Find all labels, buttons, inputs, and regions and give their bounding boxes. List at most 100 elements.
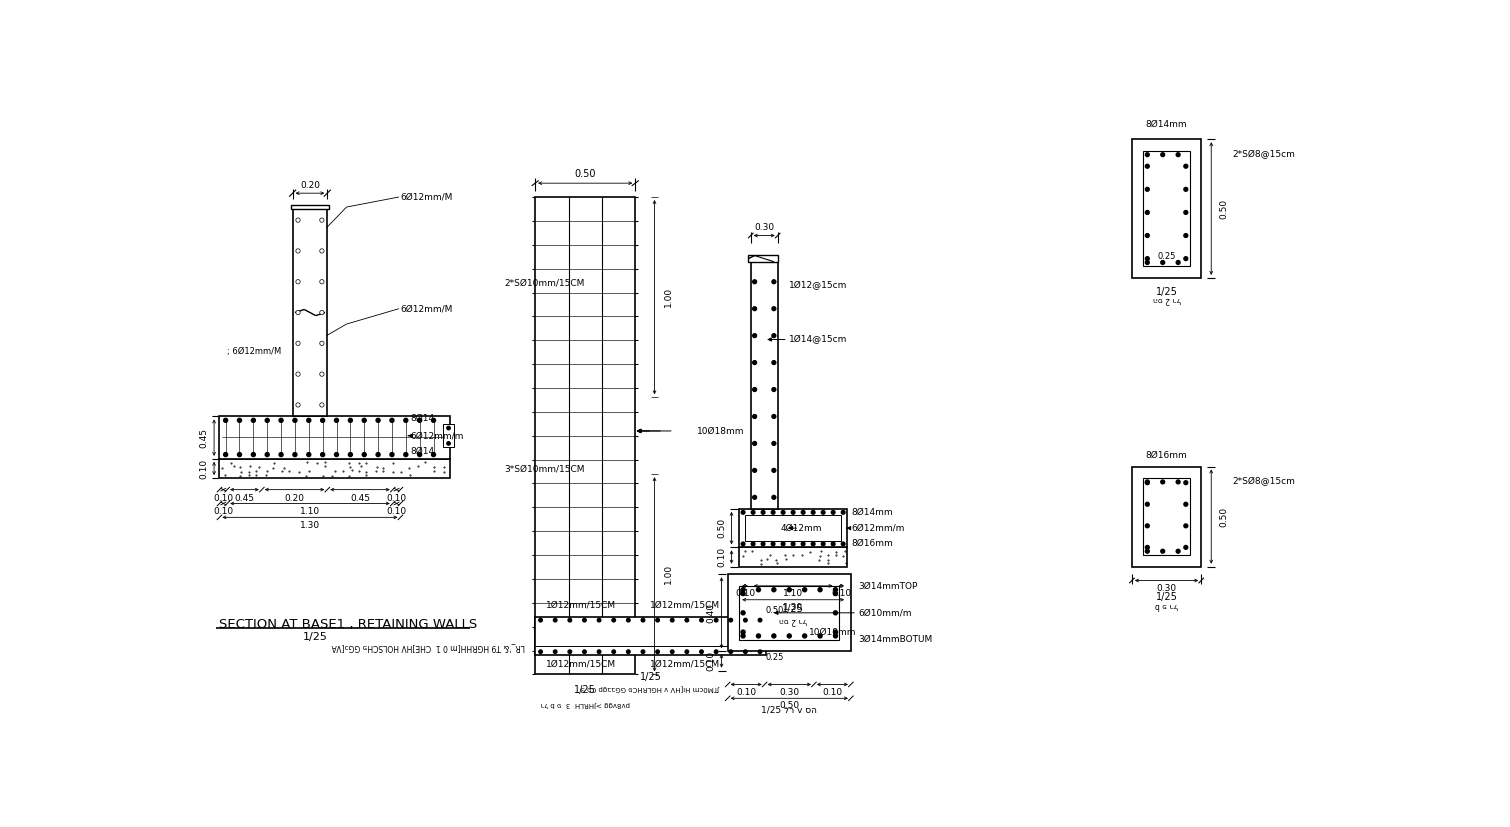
Circle shape bbox=[752, 307, 757, 311]
Bar bbox=[728, 574, 850, 652]
Circle shape bbox=[1146, 549, 1149, 553]
Circle shape bbox=[1184, 233, 1188, 237]
Circle shape bbox=[772, 280, 776, 284]
Circle shape bbox=[772, 588, 776, 592]
Circle shape bbox=[821, 542, 824, 546]
Text: 10Ø18mm: 10Ø18mm bbox=[808, 628, 856, 637]
Circle shape bbox=[554, 650, 557, 653]
Circle shape bbox=[296, 342, 300, 346]
Circle shape bbox=[362, 418, 367, 423]
Circle shape bbox=[307, 452, 311, 457]
Circle shape bbox=[772, 307, 776, 311]
Text: 0.10: 0.10 bbox=[707, 651, 716, 671]
Bar bbox=[740, 509, 847, 547]
Text: 1Ø12mm/15CM: 1Ø12mm/15CM bbox=[651, 600, 720, 609]
Circle shape bbox=[627, 619, 630, 622]
Text: 1/25: 1/25 bbox=[304, 633, 328, 643]
Text: 1/25: 1/25 bbox=[640, 672, 661, 681]
Text: 8Ø16mm: 8Ø16mm bbox=[850, 539, 892, 548]
Circle shape bbox=[787, 634, 791, 638]
Circle shape bbox=[390, 418, 394, 423]
Text: 0.25: 0.25 bbox=[1157, 251, 1176, 261]
Circle shape bbox=[1146, 480, 1149, 485]
Circle shape bbox=[1184, 211, 1188, 214]
Text: ; 6Ø12mm/M: ; 6Ø12mm/M bbox=[226, 347, 281, 356]
Bar bbox=[219, 459, 450, 478]
Circle shape bbox=[223, 452, 228, 457]
Circle shape bbox=[349, 418, 352, 423]
Circle shape bbox=[296, 280, 300, 284]
Bar bbox=[442, 424, 455, 447]
Bar bbox=[749, 255, 778, 262]
Circle shape bbox=[729, 619, 732, 622]
Circle shape bbox=[432, 452, 435, 457]
Circle shape bbox=[772, 634, 776, 638]
Circle shape bbox=[761, 510, 766, 514]
Circle shape bbox=[1161, 153, 1164, 156]
Text: 0.10: 0.10 bbox=[387, 494, 406, 503]
Bar bbox=[746, 515, 841, 541]
Circle shape bbox=[752, 414, 757, 418]
Text: 0.50: 0.50 bbox=[766, 606, 784, 615]
Circle shape bbox=[362, 452, 367, 457]
Circle shape bbox=[811, 510, 815, 514]
Circle shape bbox=[598, 619, 601, 622]
Circle shape bbox=[1184, 256, 1188, 261]
Text: 0.20: 0.20 bbox=[300, 181, 320, 190]
Circle shape bbox=[741, 542, 744, 546]
Text: 0.45: 0.45 bbox=[199, 428, 208, 447]
Circle shape bbox=[758, 619, 761, 622]
Text: 2*SØ10mm/15CM: 2*SØ10mm/15CM bbox=[504, 279, 584, 288]
Circle shape bbox=[772, 388, 776, 391]
Text: 0.30: 0.30 bbox=[1157, 584, 1176, 593]
Text: 3Ø14mmTOP: 3Ø14mmTOP bbox=[859, 581, 918, 590]
Text: 0.10: 0.10 bbox=[213, 508, 234, 516]
Circle shape bbox=[772, 442, 776, 446]
Circle shape bbox=[418, 452, 421, 457]
Circle shape bbox=[642, 650, 645, 653]
Circle shape bbox=[320, 372, 325, 376]
Circle shape bbox=[752, 334, 757, 337]
Text: LR_'& T9 HGRHH[m 0 1  CHE]HV HOLSCHפ GGכ[VA: LR_'& T9 HGRHH[m 0 1 CHE]HV HOLSCHפ GGכ[… bbox=[331, 643, 524, 652]
Text: 6Ø12mm/m: 6Ø12mm/m bbox=[850, 523, 904, 533]
Text: 1Ø12@15cm: 1Ø12@15cm bbox=[790, 281, 847, 290]
Circle shape bbox=[418, 418, 421, 423]
Bar bbox=[1143, 151, 1190, 266]
Bar bbox=[291, 205, 329, 208]
Circle shape bbox=[1176, 261, 1179, 265]
Circle shape bbox=[752, 388, 757, 391]
Text: 1Ø12mm/15CM: 1Ø12mm/15CM bbox=[547, 600, 616, 609]
Circle shape bbox=[1176, 153, 1179, 156]
Circle shape bbox=[237, 452, 242, 457]
Text: 1/25 לר v סה: 1/25 לר v סה bbox=[761, 705, 817, 715]
Text: 1.00: 1.00 bbox=[664, 287, 673, 307]
Circle shape bbox=[752, 510, 755, 514]
Circle shape bbox=[1146, 188, 1149, 191]
Text: 8Ø14: 8Ø14 bbox=[411, 414, 435, 423]
Circle shape bbox=[1146, 165, 1149, 168]
Circle shape bbox=[752, 495, 757, 500]
Circle shape bbox=[539, 619, 542, 622]
Text: לר פ b: לר פ b bbox=[1155, 600, 1178, 609]
Circle shape bbox=[279, 418, 282, 423]
Circle shape bbox=[568, 619, 572, 622]
Circle shape bbox=[293, 418, 297, 423]
Circle shape bbox=[1146, 546, 1149, 549]
Circle shape bbox=[349, 452, 352, 457]
Circle shape bbox=[447, 427, 450, 430]
Circle shape bbox=[741, 588, 744, 592]
Circle shape bbox=[772, 361, 776, 365]
Text: 0.50: 0.50 bbox=[1220, 506, 1229, 527]
Circle shape bbox=[1146, 211, 1149, 214]
Circle shape bbox=[834, 588, 838, 592]
Circle shape bbox=[832, 542, 835, 546]
Text: 0.50: 0.50 bbox=[1220, 198, 1229, 218]
Circle shape bbox=[686, 650, 689, 653]
Bar bbox=[1132, 139, 1202, 278]
Circle shape bbox=[772, 542, 775, 546]
Circle shape bbox=[781, 542, 785, 546]
Circle shape bbox=[741, 634, 744, 638]
Text: 0.10: 0.10 bbox=[213, 494, 234, 503]
Circle shape bbox=[642, 619, 645, 622]
Bar bbox=[535, 617, 766, 655]
